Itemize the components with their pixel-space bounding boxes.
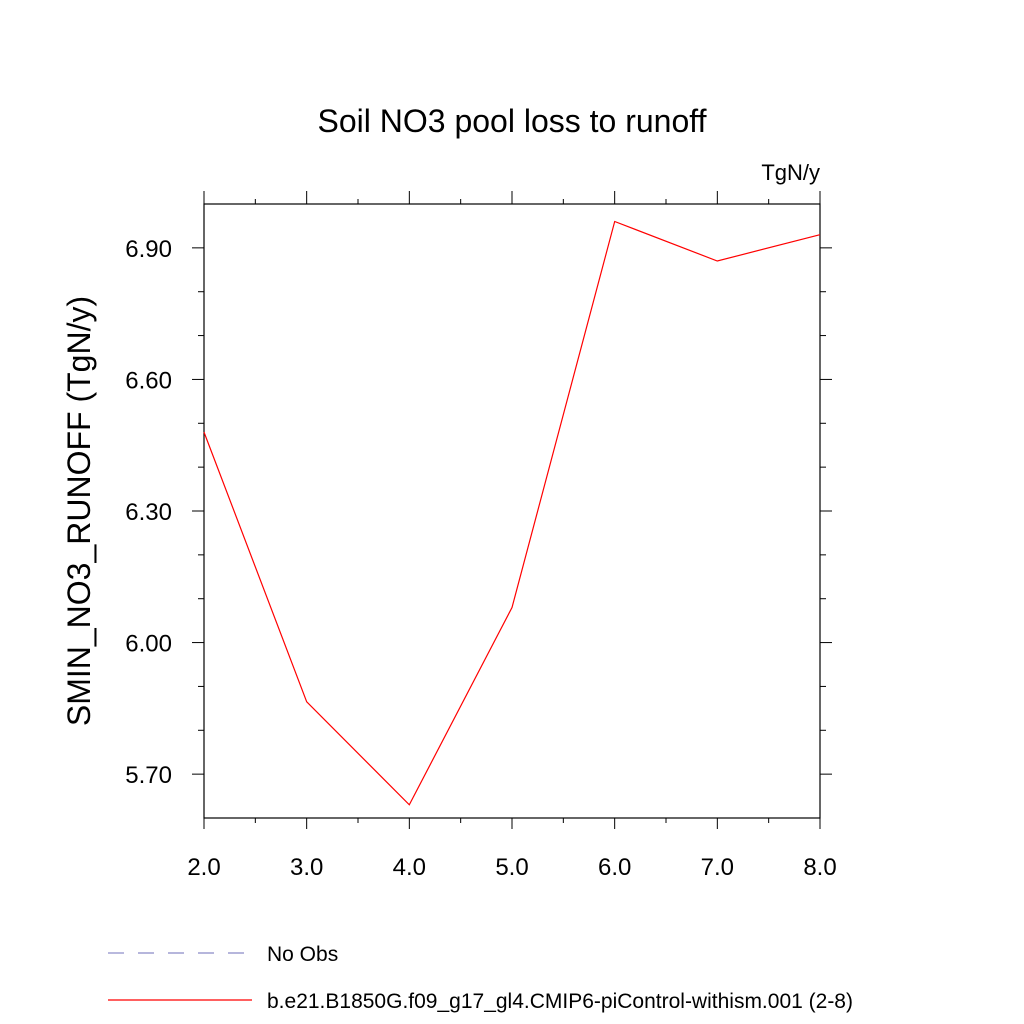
y-tick-label: 5.70 <box>125 762 172 789</box>
units-label: TgN/y <box>761 160 820 185</box>
x-tick-label: 7.0 <box>701 854 734 881</box>
plot-frame <box>203 203 821 819</box>
tick-labels: 2.0 3.0 4.0 5.0 6.0 7.0 8.0 5.70 6.00 6.30 6.60 6.9… <box>125 236 836 881</box>
y-tick-label: 6.90 <box>125 236 172 263</box>
y-tick-label: 6.00 <box>125 631 172 658</box>
chart-title: Soil NO3 pool loss to runoff <box>318 103 707 139</box>
x-tick-label: 2.0 <box>187 854 220 881</box>
legend-label: b.e21.B1850G.f09_g17_gl4.CMIP6-piControl… <box>267 990 853 1013</box>
x-tick-label: 3.0 <box>290 854 323 881</box>
x-tick-label: 4.0 <box>393 854 426 881</box>
series-line <box>203 220 821 806</box>
legend: No Obs b.e21.B1850G.f09_g17_gl4.CMIP6-piC… <box>108 943 853 1013</box>
x-tick-label: 6.0 <box>598 854 631 881</box>
y-tick-label: 6.30 <box>125 499 172 526</box>
y-tick-label: 6.60 <box>125 367 172 394</box>
axis-ticks <box>192 191 832 829</box>
x-tick-label: 8.0 <box>803 854 836 881</box>
legend-label: No Obs <box>267 943 338 966</box>
series-layer <box>203 220 821 806</box>
x-tick-label: 5.0 <box>495 854 528 881</box>
y-axis-label: SMIN_NO3_RUNOFF (TgN/y) <box>61 296 97 726</box>
